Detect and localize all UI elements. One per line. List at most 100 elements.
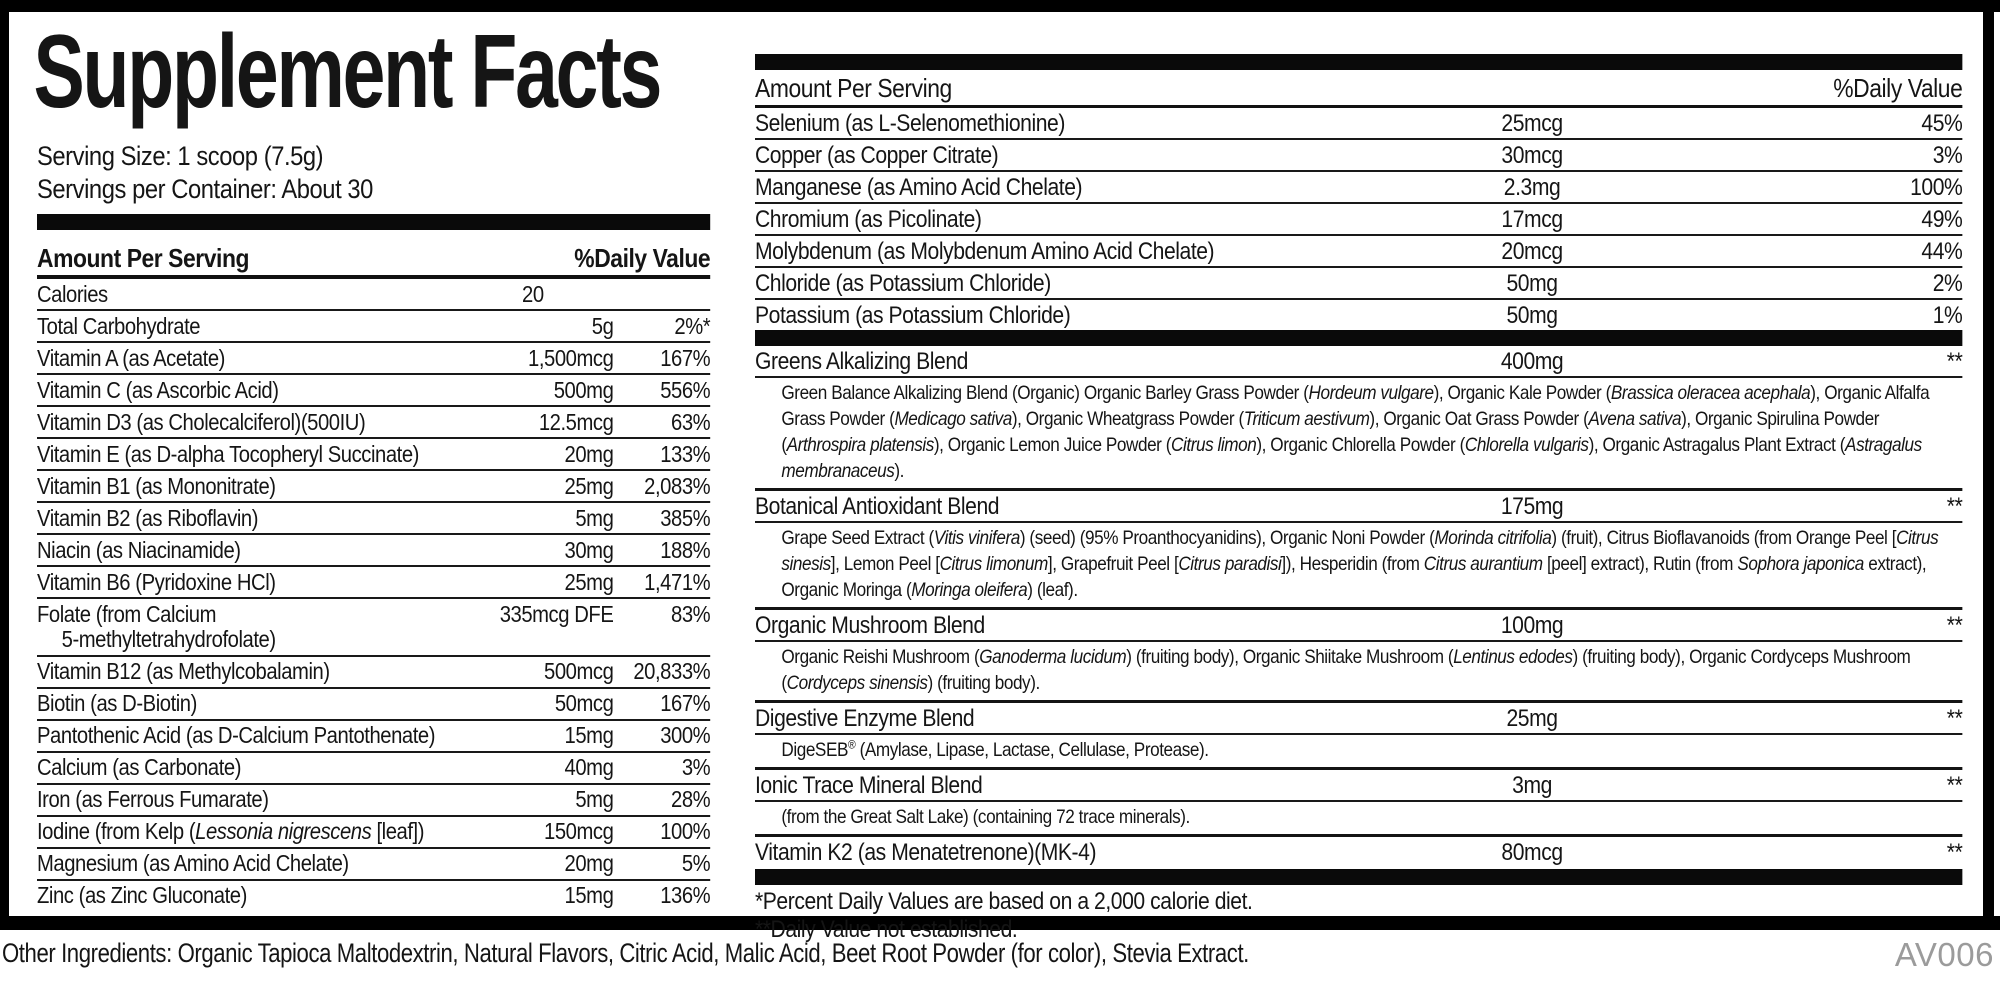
nutrient-amount: 50mg [1506, 301, 1558, 329]
nutrient-amount: 5mg [575, 786, 614, 812]
nutrient-name: Vitamin A (as Acetate) [37, 344, 225, 371]
nutrient-amount: 25mg [564, 472, 614, 499]
right-column: Amount Per Serving %Daily Value Selenium… [755, 14, 1963, 944]
nutrient-daily-value: 44% [1921, 237, 1963, 265]
nutrient-name: Vitamin C (as Ascorbic Acid) [37, 376, 279, 403]
nutrient-amount: 30mg [564, 536, 614, 563]
nutrient-daily-value: 167% [660, 690, 711, 716]
blend-amount: 80mcg [1501, 838, 1563, 866]
blend-daily-value: ** [1946, 492, 1963, 520]
nutrient-daily-value: 3% [681, 754, 711, 780]
nutrient-amount: 1,500mcg [528, 344, 614, 371]
nutrient-amount: 20mcg [1501, 237, 1563, 265]
nutrient-row: Iron (as Ferrous Fumarate) 5mg 28% [37, 785, 711, 817]
nutrient-name: Chloride (as Potassium Chloride) [755, 269, 1051, 297]
nutrient-name: Vitamin B1 (as Mononitrate) [37, 472, 276, 499]
nutrient-amount: 50mcg [554, 690, 614, 716]
nutrient-row: Vitamin C (as Ascorbic Acid) 500mg 556% [37, 375, 711, 407]
blend-amount: 25mg [1506, 704, 1558, 732]
nutrient-name: Vitamin B6 (Pyridoxine HCl) [37, 568, 276, 595]
nutrient-name: Potassium (as Potassium Chloride) [755, 301, 1071, 329]
nutrient-name: Biotin (as D-Biotin) [37, 690, 197, 716]
footnote-daily-values: *Percent Daily Values are based on a 2,0… [755, 888, 1253, 915]
nutrient-row: Vitamin B2 (as Riboflavin) 5mg 385% [37, 503, 711, 535]
left-column: Supplement Facts Serving Size: 1 scoop (… [33, 14, 711, 911]
nutrient-daily-value: 1,471% [644, 568, 711, 595]
blend-description: Grape Seed Extract (Vitis vinifera) (see… [755, 523, 1963, 610]
right-facts-table: Selenium (as L-Selenomethionine) 25mcg 45%… [755, 108, 1963, 330]
nutrient-daily-value: 1% [1932, 301, 1963, 329]
blend-daily-value: ** [1946, 771, 1963, 799]
nutrient-daily-value: 49% [1921, 205, 1963, 233]
blend-name: Vitamin K2 (as Menatetrenone)(MK-4) [755, 838, 1097, 866]
blend-amount: 175mg [1500, 492, 1564, 520]
nutrient-amount: 25mcg [1501, 109, 1563, 137]
nutrient-amount: 150mcg [544, 818, 614, 844]
blend-row: Digestive Enzyme Blend 25mg ** [755, 703, 1963, 735]
footnotes: *Percent Daily Values are based on a 2,0… [755, 885, 1962, 944]
other-ingredients: Other Ingredients: Organic Tapioca Malto… [2, 938, 1249, 968]
nutrient-row: Biotin (as D-Biotin) 50mcg 167% [37, 689, 711, 721]
divider-bar [37, 214, 711, 230]
servings-per-container: Servings per Container: About 30 [37, 174, 373, 204]
left-table-header: Amount Per Serving %Daily Value [37, 240, 711, 279]
nutrient-name: Vitamin D3 (as Cholecalciferol)(500IU) [37, 408, 366, 435]
amount-per-serving-header: Amount Per Serving [37, 243, 250, 273]
nutrient-daily-value: 2% [1932, 269, 1963, 297]
nutrient-name: Vitamin E (as D-alpha Tocopheryl Succina… [37, 440, 419, 467]
nutrient-row: Manganese (as Amino Acid Chelate) 2.3mg 10… [755, 172, 1963, 204]
nutrient-amount: 20mg [564, 850, 614, 876]
divider-bar [755, 869, 1963, 885]
nutrient-daily-value: 300% [660, 722, 711, 748]
nutrient-name: Copper (as Copper Citrate) [755, 141, 999, 169]
nutrient-row: Iodine (from Kelp (Lessonia nigrescens [… [37, 817, 711, 849]
nutrient-daily-value: 385% [660, 504, 711, 531]
blend-name: Ionic Trace Mineral Blend [755, 771, 983, 799]
nutrient-amount: 20 [522, 280, 544, 307]
nutrient-amount: 12.5mcg [538, 408, 614, 435]
nutrient-row: Vitamin E (as D-alpha Tocopheryl Succina… [37, 439, 711, 471]
label-border-right [1983, 0, 1994, 930]
nutrient-name: Iron (as Ferrous Fumarate) [37, 786, 269, 812]
nutrient-row: Molybdenum (as Molybdenum Amino Acid Che… [755, 236, 1963, 268]
nutrient-daily-value: 28% [670, 786, 711, 812]
nutrient-daily-value: 5% [681, 850, 711, 876]
nutrient-daily-value: 133% [660, 440, 711, 467]
nutrient-row: Selenium (as L-Selenomethionine) 25mcg 45% [755, 108, 1963, 140]
nutrient-row: Calcium (as Carbonate) 40mg 3% [37, 753, 711, 785]
nutrient-name: Folate (from Calcium 5-methyltetrahydrofo… [37, 601, 477, 653]
nutrient-name: Selenium (as L-Selenomethionine) [755, 109, 1065, 137]
nutrient-amount: 500mg [553, 376, 614, 403]
nutrient-daily-value: 45% [1921, 109, 1963, 137]
nutrient-daily-value: 188% [660, 536, 711, 563]
nutrient-amount: 20mg [564, 440, 614, 467]
nutrient-amount: 25mg [564, 568, 614, 595]
nutrient-daily-value: 556% [660, 376, 711, 403]
page-title-text: Supplement Facts [33, 14, 662, 130]
blend-row: Vitamin K2 (as Menatetrenone)(MK-4) 80mcg… [755, 837, 1963, 869]
blend-daily-value: ** [1946, 347, 1963, 375]
nutrient-name: Pantothenic Acid (as D-Calcium Pantothen… [37, 722, 436, 748]
blend-amount: 3mg [1512, 771, 1552, 799]
blend-description: Organic Reishi Mushroom (Ganoderma lucid… [755, 642, 1963, 703]
nutrient-amount: 5mg [575, 504, 614, 531]
nutrient-row: Pantothenic Acid (as D-Calcium Pantothen… [37, 721, 711, 753]
label-border-left [0, 0, 9, 930]
divider-bar [755, 54, 1963, 70]
nutrient-row: Vitamin A (as Acetate) 1,500mcg 167% [37, 343, 711, 375]
blend-row: Ionic Trace Mineral Blend 3mg ** [755, 770, 1963, 802]
nutrient-daily-value: 20,833% [633, 658, 711, 684]
blend-row: Organic Mushroom Blend 100mg ** [755, 610, 1963, 642]
blend-daily-value: ** [1946, 838, 1963, 866]
nutrient-amount: 15mg [564, 722, 614, 748]
nutrient-daily-value: 3% [1932, 141, 1963, 169]
nutrient-daily-value: 167% [660, 344, 711, 371]
nutrient-name: Niacin (as Niacinamide) [37, 536, 241, 563]
blend-row: Botanical Antioxidant Blend 175mg ** [755, 491, 1963, 523]
nutrient-row: Vitamin B6 (Pyridoxine HCl) 25mg 1,471% [37, 567, 711, 599]
nutrient-amount: 500mcg [544, 658, 614, 684]
nutrient-name: Calories [37, 280, 108, 307]
serving-size: Serving Size: 1 scoop (7.5g) [37, 141, 324, 171]
nutrient-daily-value: 100% [660, 818, 711, 844]
blend-description: (from the Great Salt Lake) (containing 7… [755, 802, 1963, 837]
